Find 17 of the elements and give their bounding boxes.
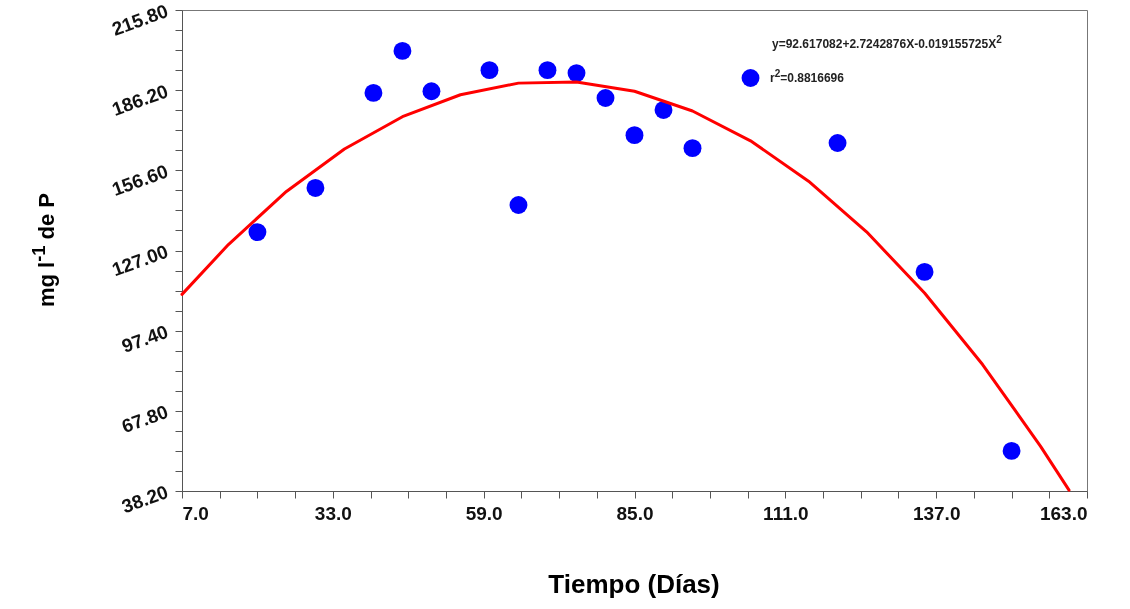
y-tick-label: 67.80 xyxy=(119,401,171,437)
y-tick-label: 127.00 xyxy=(109,240,171,281)
y-tick-label: 156.60 xyxy=(109,160,171,201)
x-tick-label: 163.0 xyxy=(1039,502,1088,524)
x-tick-label: 33.0 xyxy=(314,502,352,524)
annotation: y=92.617082+2.7242876X-0.019155725X$^{2}$ xyxy=(772,34,1002,51)
x-tick-label: 7.0 xyxy=(182,502,209,524)
x-axis-title: Tiempo (Días) xyxy=(548,568,720,600)
annotation: r$^{2}$=0.8816696 xyxy=(770,68,844,85)
y-tick-label: 97.40 xyxy=(119,320,171,357)
x-tick-label: 137.0 xyxy=(912,502,961,524)
x-tick-label: 85.0 xyxy=(616,502,654,524)
y-tick-label: 186.20 xyxy=(109,80,171,120)
x-tick-label: 59.0 xyxy=(465,502,503,524)
y-tick-label: 38.20 xyxy=(119,481,171,518)
y-tick-label: 215.80 xyxy=(109,0,171,40)
x-tick-label: 111.0 xyxy=(763,502,809,524)
